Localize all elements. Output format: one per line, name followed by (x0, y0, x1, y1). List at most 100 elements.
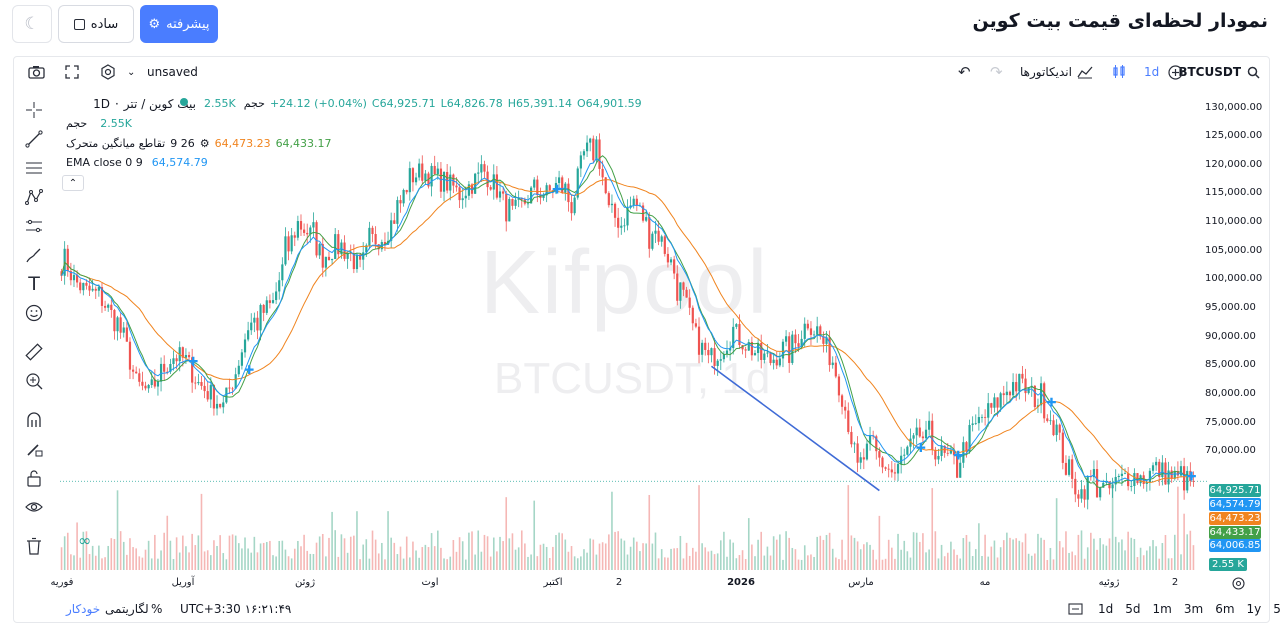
volume-bar (502, 541, 504, 570)
volume-bar (126, 554, 128, 570)
candle-body (103, 305, 107, 308)
ruler-tool[interactable] (20, 340, 48, 364)
drawing-mode-tool[interactable] (20, 437, 48, 461)
log-scale-button[interactable]: لگاریتمی (105, 602, 149, 616)
price-tick-label: 75,000.00 (1205, 416, 1256, 428)
candle-body (489, 187, 492, 190)
candle-body (349, 252, 352, 254)
volume-bar (362, 544, 364, 570)
candle-body (853, 443, 856, 445)
redo-button[interactable]: ↷ (990, 60, 1003, 84)
volume-bar (732, 542, 735, 570)
fib-tool[interactable] (20, 156, 48, 180)
candle-body (135, 371, 138, 374)
volume-bar (844, 559, 846, 570)
candle-body (355, 254, 359, 270)
theme-toggle-button[interactable]: ☾ (12, 5, 52, 43)
candle-body (676, 273, 679, 301)
projection-icon (26, 219, 42, 233)
advanced-mode-button[interactable]: پیشرفته ⚙ (140, 5, 218, 43)
interval-button[interactable]: 1d (1144, 60, 1159, 84)
volume-bar (667, 557, 669, 570)
candle-body (812, 334, 816, 336)
candle-body (896, 464, 900, 474)
percent-scale-button[interactable]: % (151, 602, 163, 616)
volume-bar (1071, 551, 1073, 570)
pattern-tool[interactable] (20, 185, 48, 209)
volume-bar (381, 542, 383, 570)
zoom-tool[interactable] (20, 369, 48, 393)
emoji-tool[interactable] (20, 301, 48, 325)
chart-type-button[interactable] (1111, 60, 1127, 84)
range-button-5d[interactable]: 5d (1125, 602, 1141, 616)
volume-bar (287, 556, 290, 570)
projection-tool[interactable] (20, 214, 48, 238)
settings-button[interactable] (100, 60, 116, 84)
candle-body (1158, 461, 1161, 478)
range-button-1y[interactable]: 1y (1246, 602, 1262, 616)
simple-mode-button[interactable]: ساده (58, 5, 134, 43)
volume-bar (396, 554, 399, 570)
candle-body (610, 203, 614, 206)
volume-bar (688, 555, 691, 570)
candle-body (383, 242, 387, 245)
trendline-tool[interactable] (20, 127, 48, 151)
hide-tool[interactable] (20, 495, 48, 519)
chevron-down-icon[interactable]: ⌄ (127, 66, 136, 78)
range-button-1m[interactable]: 1m (1152, 602, 1172, 616)
volume-bar (1118, 542, 1120, 570)
crosshair-tool[interactable] (20, 98, 48, 122)
symbol-search[interactable]: BTCUSDT (1178, 60, 1260, 84)
volume-bar (999, 547, 1002, 570)
remove-tool[interactable] (20, 534, 48, 558)
candle-body (772, 359, 775, 364)
candle-body (153, 379, 156, 387)
undo-button[interactable]: ↶ (958, 60, 971, 84)
candle-body (424, 173, 427, 181)
volume-bar (1018, 540, 1021, 570)
lock-tool[interactable] (20, 466, 48, 490)
volume-bar (346, 552, 349, 570)
volume-bar (104, 557, 106, 570)
time-tick-label: فوریه (50, 577, 74, 588)
auto-scale-button[interactable]: خودکار (66, 602, 101, 616)
range-button-5y[interactable]: 5y (1273, 602, 1280, 616)
legend-ma-settings-icon: ⚙ (199, 137, 210, 150)
volume-bar (1158, 558, 1161, 570)
candle-body (240, 352, 244, 366)
legend-volume-label: حجم (66, 117, 88, 130)
time-tick-label: ژوئیه (1098, 577, 1120, 588)
page-title: نمودار لحظه‌ای قیمت بیت کوین (972, 10, 1268, 32)
layout-name[interactable]: unsaved (147, 65, 198, 79)
volume-bar (894, 558, 896, 570)
volume-bar (946, 552, 949, 570)
brush-tool[interactable] (20, 243, 48, 267)
magnet-tool[interactable] (20, 408, 48, 432)
date-range-button[interactable] (1068, 602, 1083, 618)
goto-date-button[interactable] (1232, 575, 1245, 594)
volume-bar (122, 541, 125, 570)
volume-bar (70, 554, 72, 570)
range-button-3m[interactable]: 3m (1183, 602, 1204, 616)
fullscreen-button[interactable] (65, 60, 79, 84)
screenshot-button[interactable] (28, 60, 45, 84)
candle-body (138, 373, 141, 382)
volume-bar (275, 556, 277, 570)
legend-collapse-button[interactable]: ⌃ (62, 175, 84, 191)
volume-bar (480, 551, 483, 570)
text-tool[interactable]: T (20, 272, 48, 296)
indicators-button[interactable]: اندیکاتورها (1020, 60, 1093, 84)
candle-body (557, 177, 561, 183)
candle-body (1176, 470, 1179, 476)
range-button-6m[interactable]: 6m (1215, 602, 1235, 616)
candle-body (909, 438, 912, 447)
candle-body (433, 165, 436, 175)
trendline-icon (25, 130, 43, 148)
range-button-1d[interactable]: 1d (1098, 602, 1114, 616)
volume-bar (645, 543, 647, 570)
time-tick-label: مه (979, 577, 991, 588)
candle-body (368, 227, 371, 246)
volume-bar (219, 535, 221, 570)
compare-button[interactable] (1168, 60, 1183, 84)
